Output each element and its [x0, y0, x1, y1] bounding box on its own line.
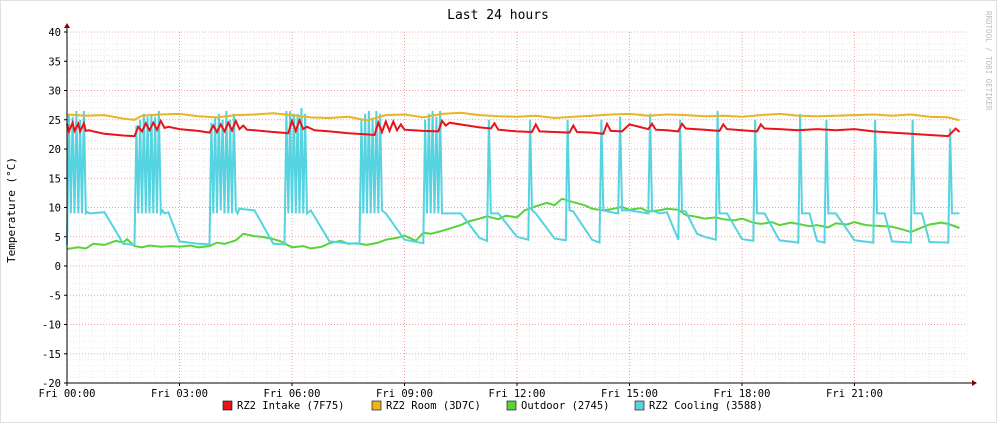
x-tick-label: Fri 09:00: [376, 388, 433, 400]
x-tick-label: Fri 18:00: [714, 388, 771, 400]
legend-swatch: [371, 400, 382, 411]
y-tick-label: -15: [42, 349, 61, 361]
y-tick-label: 0: [55, 261, 61, 273]
legend-item: RZ2 Intake (7F75): [222, 400, 344, 412]
x-tick-label: Fri 03:00: [151, 388, 208, 400]
legend-item: RZ2 Cooling (3588): [634, 400, 763, 412]
y-tick-label: -10: [42, 320, 61, 332]
watermark-text: RRDTOOL / TOBI OETIKER: [984, 11, 993, 111]
y-tick-label: 35: [48, 56, 61, 68]
grid: [66, 31, 968, 384]
legend-swatch: [634, 400, 645, 411]
legend: RZ2 Intake (7F75) RZ2 Room (3D7C) Outdoor …: [222, 400, 763, 412]
legend-item: Outdoor (2745): [506, 400, 610, 412]
legend-label: RZ2 Intake (7F75): [237, 400, 344, 412]
x-axis-arrow: [972, 380, 977, 386]
series-line: [66, 107, 960, 247]
chart-title: Last 24 hours: [447, 8, 549, 23]
y-axis-arrow: [64, 23, 70, 28]
x-tick-label: Fri 06:00: [264, 388, 321, 400]
axes: [64, 23, 977, 386]
x-axis-ticks: Fri 00:00 Fri 03:00 Fri 06:00 Fri 09:00 Fri …: [39, 383, 883, 400]
y-tick-label: 30: [48, 86, 61, 98]
y-axis-label: Temperature (°C): [5, 157, 18, 263]
y-tick-label: 25: [48, 115, 61, 127]
y-axis-ticks: 40 35 30 25 20 15 10 5 0 -5 -10 -15 -20: [42, 27, 67, 390]
y-tick-label: 15: [48, 173, 61, 185]
y-tick-label: -5: [48, 290, 61, 302]
legend-label: Outdoor (2745): [521, 400, 610, 412]
series-lines: [66, 107, 961, 250]
legend-swatch: [506, 400, 517, 411]
x-tick-label: Fri 00:00: [39, 388, 96, 400]
legend-label: RZ2 Room (3D7C): [386, 400, 481, 412]
legend-swatch: [222, 400, 233, 411]
y-tick-label: 20: [48, 144, 61, 156]
y-tick-label: -20: [42, 378, 61, 390]
legend-label: RZ2 Cooling (3588): [649, 400, 763, 412]
x-tick-label: Fri 21:00: [826, 388, 883, 400]
legend-item: RZ2 Room (3D7C): [371, 400, 481, 412]
x-tick-label: Fri 15:00: [601, 388, 658, 400]
series-line: [66, 117, 961, 138]
x-tick-label: Fri 12:00: [489, 388, 546, 400]
series-line: [66, 197, 960, 250]
y-tick-label: 10: [48, 203, 61, 215]
series-line: [66, 111, 960, 122]
y-tick-label: 5: [55, 232, 61, 244]
y-tick-label: 40: [48, 27, 61, 39]
